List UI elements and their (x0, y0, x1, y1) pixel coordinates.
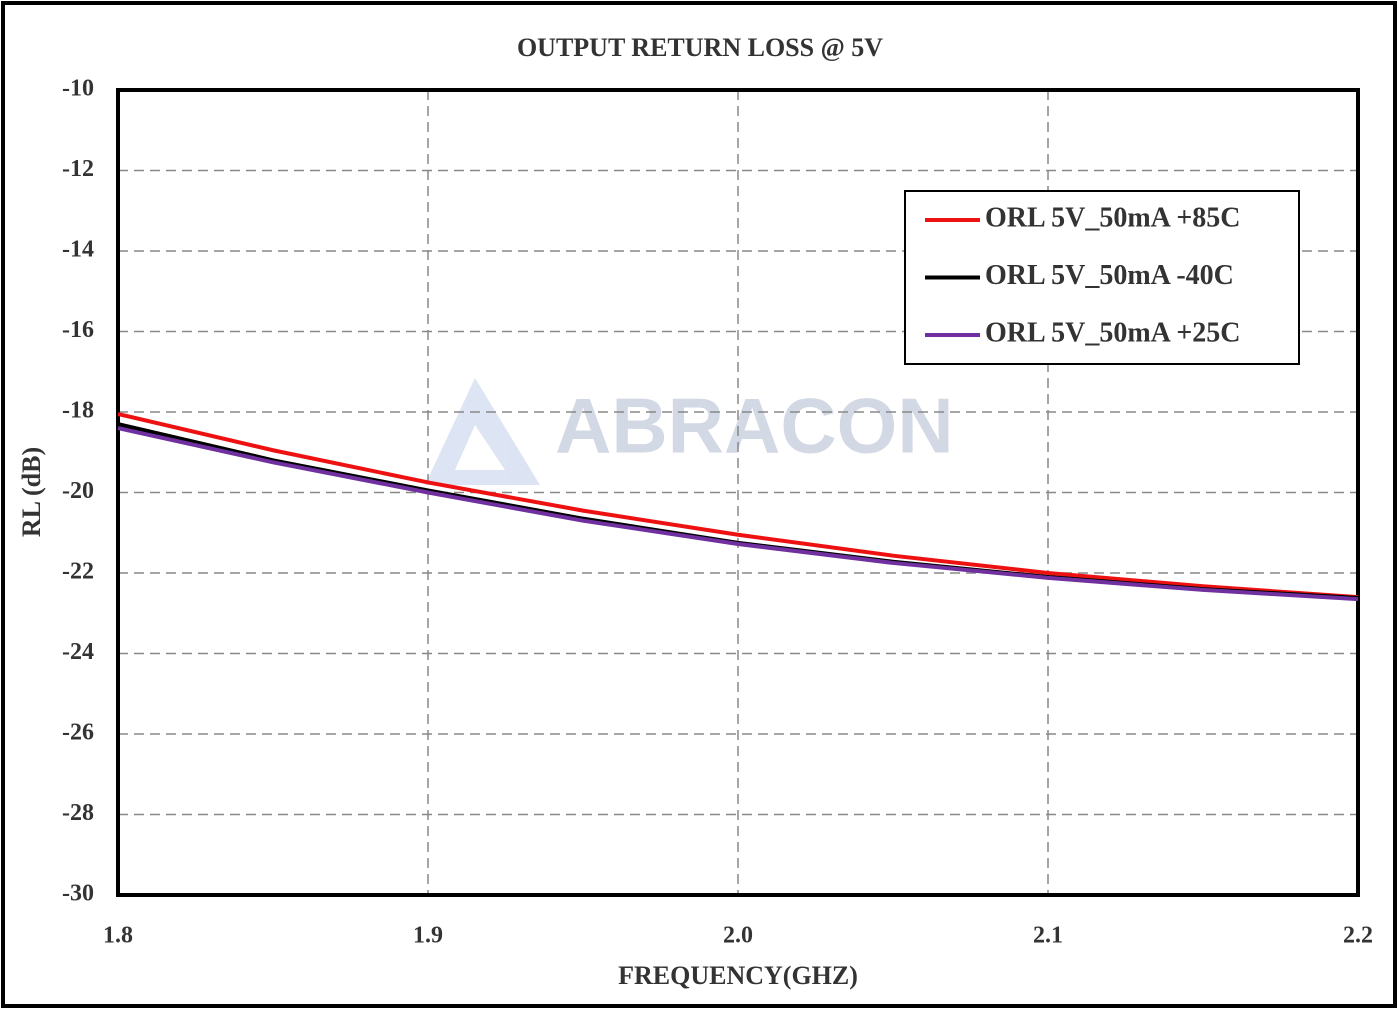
y-tick-label: -16 (62, 317, 94, 343)
x-tick-label: 2.0 (723, 923, 753, 949)
y-axis-label: RL (dB) (17, 447, 46, 537)
y-tick-label: -30 (62, 881, 94, 907)
x-tick-label: 1.8 (103, 923, 133, 949)
legend-label: ORL 5V_50mA +25C (985, 317, 1241, 348)
series-line (117, 412, 1359, 600)
y-tick-label: -22 (62, 559, 94, 585)
chart-title: OUTPUT RETURN LOSS @ 5V (517, 33, 883, 62)
x-tick-label: 2.2 (1343, 923, 1373, 949)
plot-border (116, 88, 1360, 897)
y-tick-label: -12 (62, 156, 94, 182)
legend-label: ORL 5V_50mA +85C (985, 202, 1241, 233)
y-tick-label: -18 (62, 398, 94, 424)
y-tick-label: -24 (62, 639, 94, 665)
watermark-logo (425, 378, 540, 485)
x-axis-label: FREQUENCY(GHZ) (618, 961, 858, 990)
y-tick-label: -26 (62, 720, 94, 746)
watermark-text: ABRACON (555, 382, 954, 470)
y-tick-label: -28 (62, 800, 94, 826)
legend: ORL 5V_50mA +85C ORL 5V_50mA -40C ORL 5V_5… (904, 190, 1300, 365)
watermark: ABRACON (425, 378, 954, 485)
x-tick-label: 2.1 (1033, 923, 1063, 949)
y-tick-label: -10 (62, 76, 94, 102)
y-tick-label: -14 (62, 237, 94, 263)
legend-label: ORL 5V_50mA -40C (985, 260, 1234, 291)
x-tick-label: 1.9 (413, 923, 443, 949)
y-tick-label: -20 (62, 478, 94, 504)
series-line (117, 426, 1359, 602)
